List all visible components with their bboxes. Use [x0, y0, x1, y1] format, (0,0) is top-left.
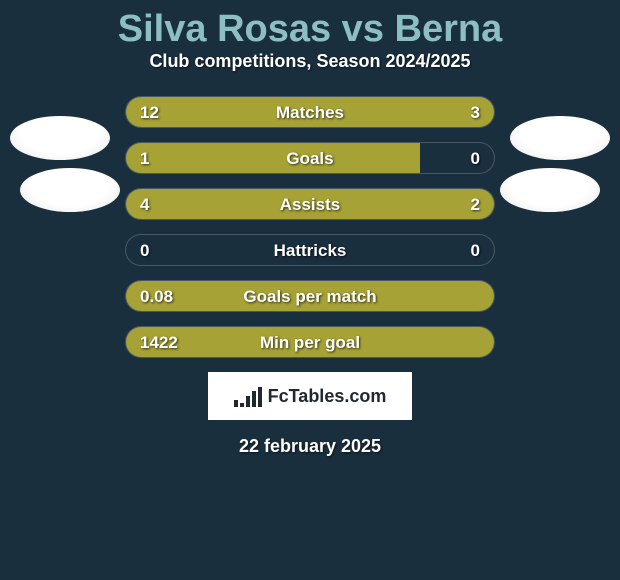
stat-left-value: 12	[140, 97, 159, 128]
player-left-avatar	[20, 168, 120, 212]
date-label: 22 february 2025	[0, 436, 620, 457]
stat-row: 42Assists	[125, 188, 495, 220]
player-right-avatar	[510, 116, 610, 160]
stat-label: Hattricks	[126, 235, 494, 265]
brand-name: FcTables.com	[268, 386, 387, 407]
stat-right-fill	[420, 97, 494, 127]
stat-right-value: 0	[471, 143, 480, 174]
stat-left-value: 1	[140, 143, 149, 174]
subtitle: Club competitions, Season 2024/2025	[0, 51, 620, 72]
stat-left-fill	[126, 97, 420, 127]
player-left-avatar	[10, 116, 110, 160]
stat-left-fill	[126, 143, 420, 173]
page-title: Silva Rosas vs Berna	[0, 0, 620, 51]
stat-row: 1422Min per goal	[125, 326, 495, 358]
stat-left-fill	[126, 281, 494, 311]
stat-bars: 123Matches10Goals42Assists00Hattricks0.0…	[125, 96, 495, 358]
stat-left-value: 1422	[140, 327, 178, 358]
stat-left-fill	[126, 327, 494, 357]
stat-row: 123Matches	[125, 96, 495, 128]
stat-right-value: 2	[471, 189, 480, 220]
stat-row: 0 0Hattricks	[125, 234, 495, 266]
stat-left-value: 0.08	[140, 281, 173, 312]
player-right-avatar	[500, 168, 600, 212]
stat-left-value: 0	[140, 235, 149, 266]
stat-left-value: 4	[140, 189, 149, 220]
bar-chart-icon	[234, 385, 262, 407]
stat-left-fill	[126, 189, 371, 219]
brand-logo: FcTables.com	[208, 372, 412, 420]
stat-right-value: 3	[471, 97, 480, 128]
stat-row: 0.08Goals per match	[125, 280, 495, 312]
stat-right-value: 0	[471, 235, 480, 266]
stat-row: 10Goals	[125, 142, 495, 174]
